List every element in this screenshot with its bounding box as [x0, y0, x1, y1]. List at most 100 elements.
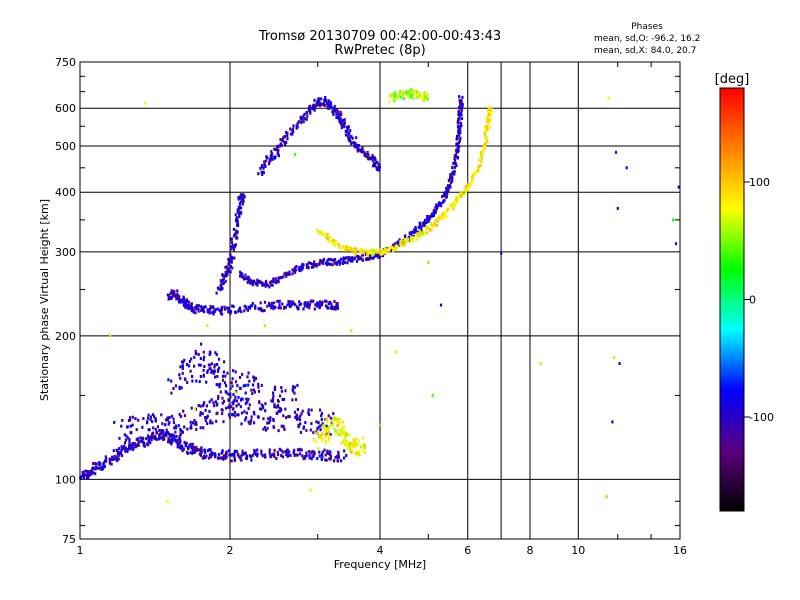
data-point	[481, 158, 483, 161]
data-point	[672, 218, 674, 221]
data-point	[203, 351, 205, 354]
data-point	[322, 262, 324, 265]
data-point	[235, 243, 237, 246]
data-point	[330, 303, 332, 306]
data-point	[267, 284, 269, 287]
x-tick-label: 8	[527, 544, 534, 557]
data-point	[482, 149, 484, 152]
data-point	[326, 428, 328, 431]
data-point	[211, 421, 213, 424]
data-point	[267, 417, 269, 420]
data-point	[267, 427, 269, 430]
data-point	[264, 409, 266, 412]
data-point	[190, 303, 192, 306]
x-tick-label: 6	[464, 544, 471, 557]
data-point	[234, 391, 236, 394]
data-point	[319, 103, 321, 106]
data-point	[192, 309, 194, 312]
data-point	[224, 457, 226, 460]
data-point	[214, 376, 216, 379]
data-point	[269, 448, 271, 451]
data-point	[277, 280, 279, 283]
data-point	[343, 125, 345, 128]
data-point	[204, 416, 206, 419]
data-point	[317, 447, 319, 450]
data-point	[374, 162, 376, 165]
data-point	[233, 228, 235, 231]
data-point	[350, 136, 352, 139]
chart-title: Tromsø 20130709 00:42:00-00:43:43	[258, 29, 501, 44]
y-axis-label: Stationary phase Virtual Height [km]	[38, 199, 51, 401]
data-point	[279, 410, 281, 413]
data-point	[354, 145, 356, 148]
data-point	[367, 258, 369, 261]
data-point	[170, 380, 172, 383]
data-point	[265, 159, 267, 162]
data-point	[195, 449, 197, 452]
data-point	[298, 120, 300, 123]
x-tick-label: 4	[377, 544, 384, 557]
data-point	[269, 416, 271, 419]
data-point	[247, 281, 249, 284]
data-point	[103, 465, 105, 468]
data-point	[179, 440, 181, 443]
data-point	[306, 118, 308, 121]
data-point	[234, 414, 236, 417]
data-point	[611, 420, 613, 423]
data-point	[350, 256, 352, 259]
data-point	[348, 256, 350, 259]
data-point	[331, 420, 333, 423]
data-point	[283, 306, 285, 309]
data-point	[274, 388, 276, 391]
data-point	[287, 300, 289, 303]
data-point	[275, 280, 277, 283]
data-point	[306, 266, 308, 269]
data-point	[240, 196, 242, 199]
chart-subtitle: RwPretec (8p)	[334, 43, 425, 58]
colorbar-ticks: 1000-100	[744, 176, 774, 424]
data-point	[333, 239, 335, 242]
data-point	[203, 369, 205, 372]
data-point	[441, 217, 443, 220]
data-point	[233, 305, 235, 308]
data-point	[245, 392, 247, 395]
data-point	[333, 459, 335, 462]
data-point	[269, 419, 271, 422]
data-point	[148, 428, 150, 431]
data-point	[223, 282, 225, 285]
data-point	[233, 234, 235, 237]
data-point	[316, 265, 318, 268]
data-point	[308, 261, 310, 264]
data-point	[396, 246, 398, 249]
data-point	[230, 245, 232, 248]
y-tick-label: 300	[55, 246, 76, 259]
data-point	[320, 97, 322, 100]
data-point	[349, 129, 351, 132]
data-point	[245, 457, 247, 460]
data-point	[155, 428, 157, 431]
data-point	[308, 454, 310, 457]
data-point	[403, 97, 405, 100]
data-point	[325, 262, 327, 265]
data-point	[175, 435, 177, 438]
data-point	[606, 495, 608, 498]
data-point	[173, 421, 175, 424]
data-point	[416, 238, 418, 241]
data-point	[297, 126, 299, 129]
data-point	[318, 97, 320, 100]
data-point	[309, 456, 311, 459]
data-point	[341, 126, 343, 129]
data-point	[302, 308, 304, 311]
data-point	[346, 440, 348, 443]
data-point	[320, 428, 322, 431]
data-point	[478, 165, 480, 168]
data-point	[286, 452, 288, 455]
data-point	[364, 451, 366, 454]
data-point	[277, 149, 279, 152]
data-point	[462, 103, 464, 106]
data-point	[226, 372, 228, 375]
data-point	[279, 394, 281, 397]
data-point	[221, 412, 223, 415]
data-point	[339, 261, 341, 264]
data-point	[202, 457, 204, 460]
